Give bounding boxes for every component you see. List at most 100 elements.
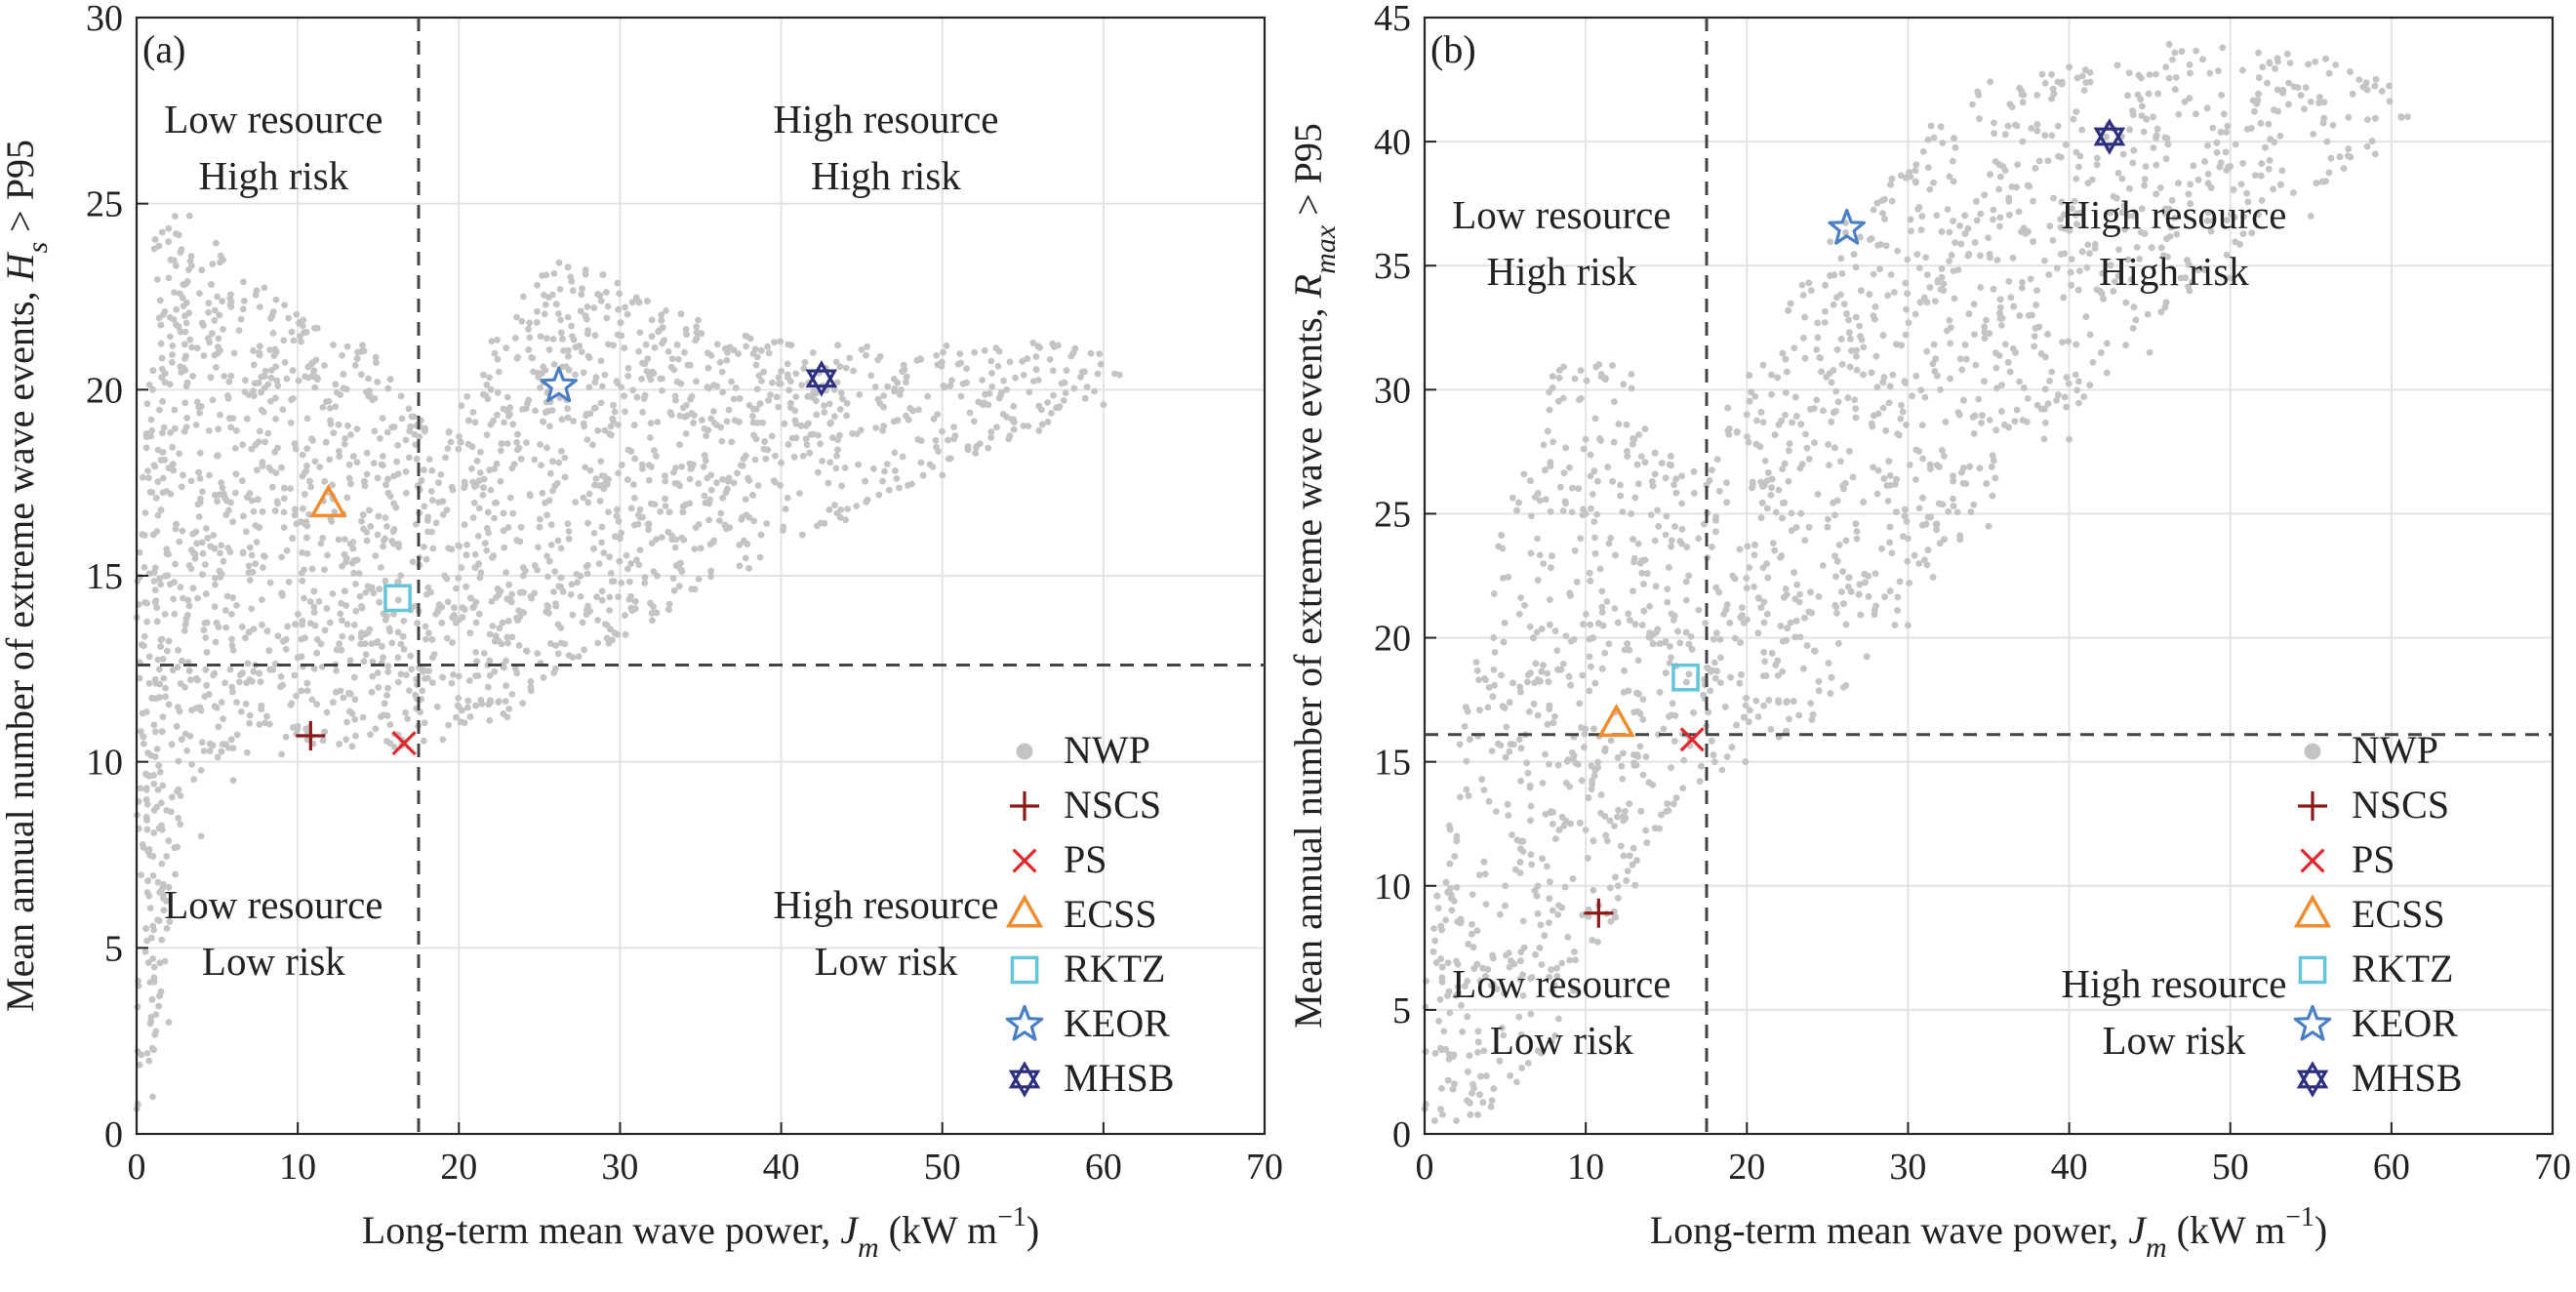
nwp-point bbox=[138, 728, 144, 735]
nwp-point bbox=[586, 410, 594, 418]
nwp-point bbox=[215, 335, 222, 343]
nwp-point bbox=[2010, 303, 2018, 310]
nwp-point bbox=[1469, 920, 1475, 928]
x-tick-label: 50 bbox=[924, 1147, 961, 1188]
nwp-point bbox=[159, 713, 167, 721]
nwp-point bbox=[825, 479, 832, 487]
nwp-point bbox=[494, 585, 502, 592]
nwp-point bbox=[1503, 723, 1510, 731]
nwp-point bbox=[371, 427, 379, 435]
nwp-point bbox=[703, 432, 709, 440]
nwp-point bbox=[1958, 366, 1966, 374]
nwp-point bbox=[724, 485, 731, 493]
nwp-point bbox=[186, 258, 194, 264]
nwp-point bbox=[831, 502, 838, 508]
nwp-point bbox=[1611, 605, 1619, 612]
nwp-point bbox=[2013, 406, 2021, 414]
nwp-point bbox=[149, 853, 157, 860]
nwp-point bbox=[163, 545, 171, 552]
nwp-point bbox=[1431, 1050, 1439, 1057]
nwp-point bbox=[280, 508, 288, 516]
nwp-point bbox=[199, 549, 207, 557]
nwp-point bbox=[2231, 214, 2238, 222]
nwp-point bbox=[1715, 588, 1723, 596]
nwp-point bbox=[281, 484, 288, 492]
nwp-point bbox=[349, 453, 357, 460]
nwp-point bbox=[633, 393, 641, 401]
nwp-point bbox=[1664, 598, 1671, 606]
nwp-point bbox=[289, 535, 297, 543]
nwp-point bbox=[1590, 467, 1598, 475]
nwp-point bbox=[486, 374, 493, 382]
nwp-point bbox=[342, 736, 350, 744]
nwp-point bbox=[579, 619, 586, 626]
nwp-point bbox=[225, 415, 233, 423]
nwp-point bbox=[256, 349, 262, 356]
y-axis-label: Mean annual number of extreme wave event… bbox=[0, 140, 54, 1012]
nwp-point bbox=[1996, 173, 2004, 181]
nwp-point bbox=[1960, 396, 1967, 404]
nwp-point bbox=[2223, 251, 2231, 259]
nwp-point bbox=[787, 399, 794, 407]
nwp-point bbox=[641, 360, 649, 368]
nwp-point bbox=[1538, 961, 1546, 968]
rktz-marker bbox=[383, 584, 412, 613]
nwp-point bbox=[330, 699, 337, 707]
nwp-point bbox=[1450, 1051, 1458, 1059]
nwp-point bbox=[277, 672, 285, 680]
nwp-point bbox=[2218, 92, 2226, 99]
nwp-point bbox=[1771, 431, 1779, 438]
nwp-point bbox=[1617, 842, 1625, 850]
nwp-point bbox=[384, 489, 392, 497]
nwp-point bbox=[2157, 308, 2165, 316]
nwp-point bbox=[1575, 485, 1582, 492]
nwp-point bbox=[1972, 361, 1980, 369]
nwp-point bbox=[2204, 170, 2212, 178]
nwp-point bbox=[476, 469, 484, 476]
nwp-point bbox=[217, 252, 224, 260]
nwp-point bbox=[152, 1028, 160, 1035]
nwp-point bbox=[1828, 418, 1835, 425]
nwp-point bbox=[975, 398, 983, 406]
nwp-point bbox=[258, 706, 265, 713]
nwp-point bbox=[1527, 802, 1535, 810]
nwp-point bbox=[1918, 422, 1926, 429]
nwp-point bbox=[1617, 492, 1625, 500]
nwp-point bbox=[513, 439, 520, 446]
nwp-point bbox=[502, 698, 509, 706]
nwp-point bbox=[435, 601, 443, 608]
nwp-point bbox=[236, 671, 244, 678]
nwp-point bbox=[584, 602, 591, 610]
nwp-point bbox=[248, 497, 256, 505]
nwp-point bbox=[443, 506, 451, 513]
nwp-point bbox=[150, 807, 158, 814]
nwp-point bbox=[368, 688, 376, 696]
nwp-point bbox=[182, 319, 190, 327]
nwp-point bbox=[775, 374, 783, 382]
nwp-point bbox=[624, 310, 631, 318]
nwp-point bbox=[212, 575, 219, 582]
nwp-point bbox=[1893, 341, 1900, 348]
nwp-point bbox=[2163, 235, 2171, 243]
nwp-point bbox=[1506, 963, 1513, 971]
nwp-point bbox=[1979, 412, 1986, 419]
nwp-point bbox=[656, 327, 663, 335]
nwp-point bbox=[617, 319, 624, 326]
nwp-point bbox=[2075, 267, 2083, 274]
nwp-point bbox=[302, 373, 308, 381]
nwp-point bbox=[256, 669, 262, 677]
nwp-point bbox=[768, 432, 776, 440]
nwp-point bbox=[1634, 657, 1642, 665]
nwp-point bbox=[784, 360, 791, 368]
nwp-point bbox=[537, 384, 543, 391]
nwp-point bbox=[1662, 531, 1670, 539]
nwp-point bbox=[567, 590, 575, 598]
nwp-point bbox=[1678, 500, 1685, 507]
nwp-point bbox=[825, 505, 833, 513]
nwp-point bbox=[1003, 413, 1011, 421]
nwp-point bbox=[1904, 256, 1912, 263]
nwp-point bbox=[585, 490, 593, 498]
legend-nwp-symbol bbox=[1016, 743, 1033, 760]
nwp-point bbox=[897, 387, 904, 395]
nwp-point bbox=[924, 392, 931, 400]
